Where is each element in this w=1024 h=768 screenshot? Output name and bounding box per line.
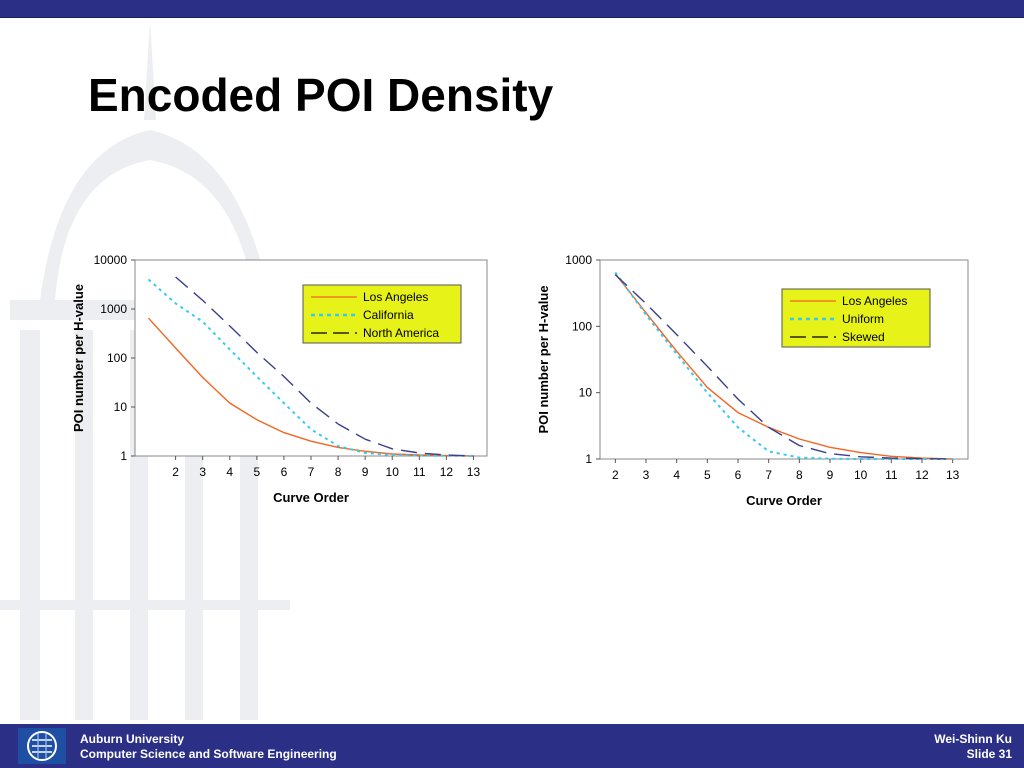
chart-la-uniform-skewed: 1 10 100 1000 2 3 4 5 6 7 8 9 10 11 12 13 Curve Order POI… — [536, 240, 976, 520]
x-axis-label: Curve Order — [746, 493, 822, 508]
x-tick-label: 6 — [735, 468, 742, 482]
chart-right-svg: 1 10 100 1000 2 3 4 5 6 7 8 9 10 11 12 13 Curve Order POI… — [536, 253, 969, 508]
y-tick-label: 100 — [572, 319, 592, 333]
legend-label: North America — [363, 326, 439, 340]
x-tick-label: 9 — [362, 465, 369, 479]
y-tick-label: 1 — [120, 449, 127, 463]
footer-department: Computer Science and Software Engineerin… — [80, 747, 337, 761]
x-tick-label: 12 — [915, 468, 929, 482]
y-tick-label: 10000 — [94, 253, 128, 267]
csse-logo-icon — [18, 728, 66, 764]
y-tick-label: 1000 — [565, 253, 592, 267]
x-tick-label: 13 — [467, 465, 481, 479]
x-tick-label: 5 — [704, 468, 711, 482]
series-line-skewed — [614, 274, 953, 460]
footer-university: Auburn University — [80, 732, 185, 746]
legend-label: Uniform — [842, 312, 884, 326]
x-tick-label: 2 — [172, 465, 179, 479]
x-tick-label: 7 — [765, 468, 772, 482]
y-tick-label: 1 — [585, 452, 592, 466]
x-tick-label: 13 — [946, 468, 960, 482]
legend-label: California — [363, 308, 414, 322]
x-tick-label: 12 — [440, 465, 454, 479]
legend-label: Skewed — [842, 330, 885, 344]
footer-bar: Auburn University Computer Science and S… — [0, 724, 1024, 768]
chart-left-svg: 1 10 100 1000 10000 2 3 4 5 6 7 8 9 10 11 12 13 Curve Ord… — [71, 253, 488, 505]
x-tick-label: 11 — [885, 468, 898, 482]
series-line-uniform — [614, 271, 953, 460]
x-tick-label: 8 — [796, 468, 803, 482]
series-line-north-america — [175, 276, 474, 457]
x-tick-label: 5 — [254, 465, 261, 479]
y-tick-label: 10 — [114, 400, 128, 414]
legend-label: Los Angeles — [363, 290, 428, 304]
x-axis-label: Curve Order — [273, 490, 349, 505]
x-tick-label: 3 — [643, 468, 650, 482]
x-tick-label: 10 — [386, 465, 400, 479]
series-line-los-angeles — [614, 273, 953, 460]
y-axis-label: POI number per H-value — [536, 285, 551, 433]
x-tick-label: 6 — [281, 465, 288, 479]
x-tick-label: 8 — [335, 465, 342, 479]
top-bar — [0, 0, 1024, 18]
footer-author: Wei-Shinn Ku — [934, 732, 1012, 746]
y-tick-label: 1000 — [100, 302, 127, 316]
x-tick-label: 10 — [854, 468, 868, 482]
y-tick-label: 10 — [579, 386, 593, 400]
legend-label: Los Angeles — [842, 294, 907, 308]
x-tick-label: 7 — [308, 465, 315, 479]
footer-slide-number: Slide 31 — [966, 747, 1012, 761]
x-tick-label: 4 — [673, 468, 680, 482]
x-tick-label: 11 — [413, 465, 426, 479]
series-line-los-angeles — [147, 317, 474, 457]
x-tick-label: 3 — [199, 465, 206, 479]
chart-la-california-north-america: 1 10 100 1000 10000 2 3 4 5 6 7 8 9 10 11 12 13 Curve Ord… — [60, 240, 500, 520]
y-tick-label: 100 — [107, 351, 127, 365]
x-tick-label: 9 — [827, 468, 834, 482]
y-axis-label: POI number per H-value — [71, 284, 86, 432]
x-tick-label: 2 — [612, 468, 619, 482]
slide-title: Encoded POI Density — [88, 69, 554, 121]
x-tick-label: 4 — [226, 465, 233, 479]
